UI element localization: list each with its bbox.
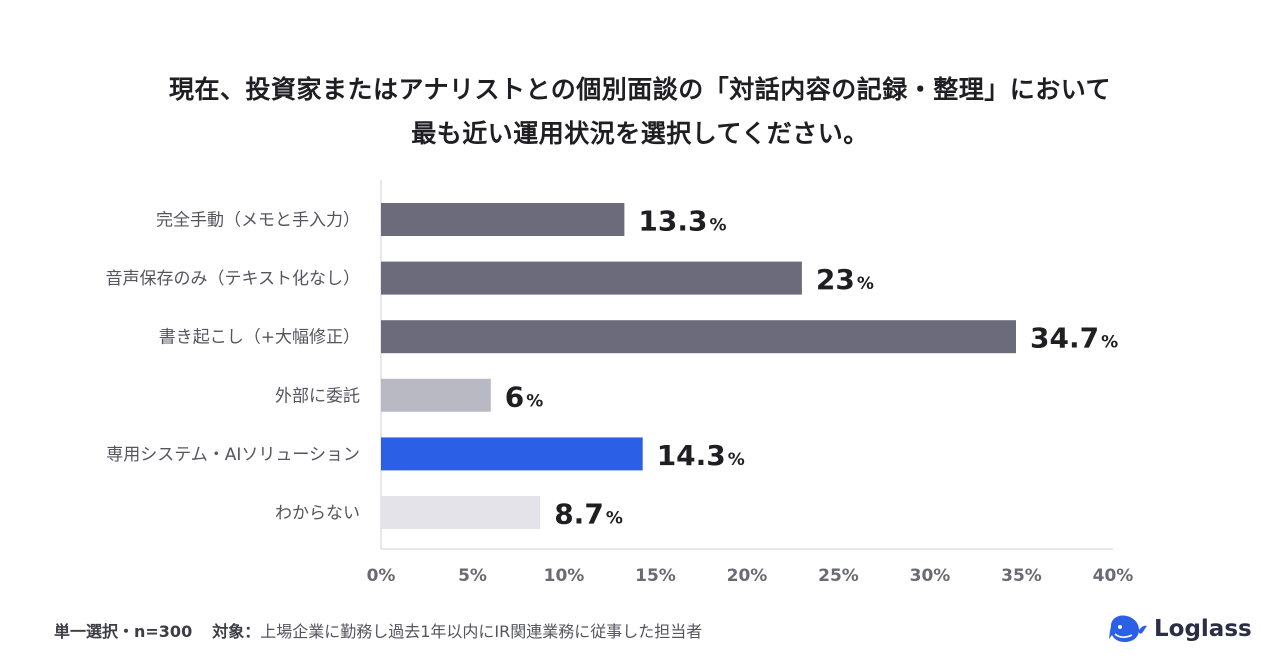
footer-target-label: 対象： bbox=[212, 622, 261, 641]
data-label: 34.7% bbox=[1030, 322, 1118, 355]
x-tick-label: 30% bbox=[910, 566, 951, 586]
x-tick-label: 5% bbox=[458, 566, 487, 586]
category-label: 音声保存のみ（テキスト化なし） bbox=[106, 269, 361, 289]
data-label: 8.7% bbox=[554, 498, 623, 531]
bar bbox=[381, 437, 643, 471]
chart-title-line-1: 現在、投資家またはアナリストとの個別面談の「対話内容の記録・整理」において bbox=[168, 75, 1111, 104]
footer-selection: 単一選択・n=300 bbox=[54, 622, 193, 641]
category-label: 完全手動（メモと手入力） bbox=[156, 211, 360, 231]
x-tick-label: 25% bbox=[818, 566, 859, 586]
x-tick-label: 15% bbox=[635, 566, 676, 586]
category-label: 書き起こし（+大幅修正） bbox=[159, 328, 360, 348]
logo-text: Loglass bbox=[1154, 616, 1252, 642]
footer-note: 単一選択・n=300 対象：上場企業に勤務し過去1年以内にIR関連業務に従事した担… bbox=[54, 618, 702, 642]
chart-title: 現在、投資家またはアナリストとの個別面談の「対話内容の記録・整理」において 最も… bbox=[0, 68, 1280, 156]
bar bbox=[381, 496, 541, 529]
whale-logo-icon bbox=[1109, 615, 1147, 642]
chart-title-line-2: 最も近い運用状況を選択してください。 bbox=[411, 119, 869, 148]
x-tick-label: 0% bbox=[367, 566, 396, 586]
category-label: 専用システム・AIソリューション bbox=[106, 445, 360, 465]
data-label: 23% bbox=[816, 263, 874, 296]
bar bbox=[381, 203, 625, 236]
category-label: わからない bbox=[275, 504, 360, 524]
bar bbox=[381, 261, 802, 295]
data-label: 6% bbox=[505, 380, 544, 413]
loglass-logo: Loglass bbox=[1108, 612, 1252, 646]
bar bbox=[381, 320, 1017, 354]
bar-chart: 完全手動（メモと手入力） 13.3 % 音声保存のみ（テキスト化なし） 23 % 書き起こし… bbox=[106, 180, 1134, 586]
x-tick-label: 10% bbox=[544, 566, 585, 586]
x-tick-label: 20% bbox=[727, 566, 768, 586]
data-label: 13.3% bbox=[638, 205, 726, 238]
data-label: 14.3% bbox=[657, 439, 745, 472]
x-tick-label: 35% bbox=[1001, 566, 1042, 586]
bar bbox=[381, 378, 491, 412]
x-tick-label: 40% bbox=[1093, 566, 1134, 586]
category-label: 外部に委託 bbox=[275, 386, 360, 406]
footer-target-text: 上場企業に勤務し過去1年以内にIR関連業務に従事した担当者 bbox=[260, 622, 703, 641]
